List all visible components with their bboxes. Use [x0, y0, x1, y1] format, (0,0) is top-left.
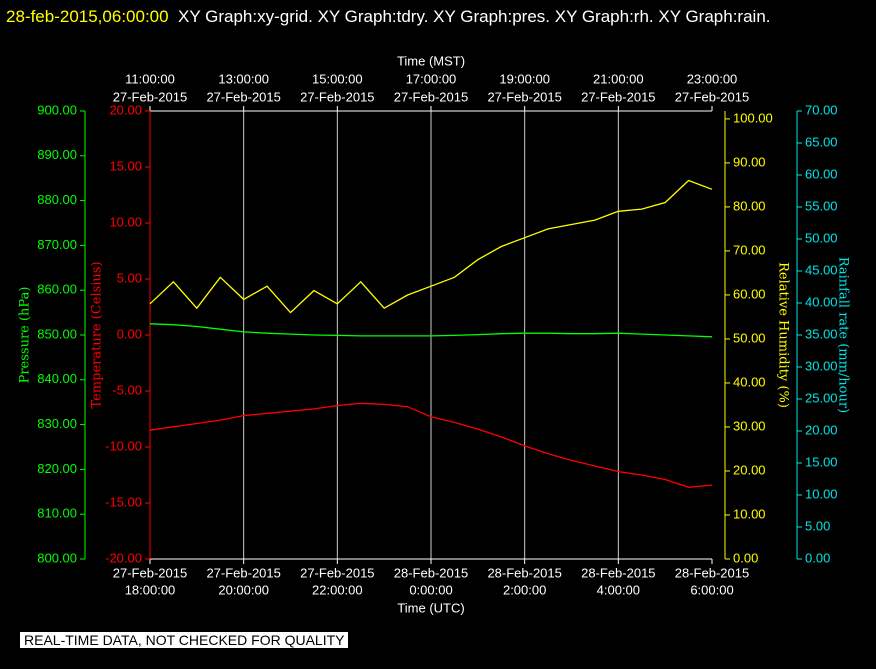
x2-tick-label: 27-Feb-2015 — [394, 89, 468, 104]
x-tick-label: 18:00:00 — [125, 582, 176, 597]
header: 28-feb-2015,06:00:00 XY Graph:xy-grid. X… — [6, 2, 866, 31]
y-tick-label: 20.00 — [733, 462, 766, 477]
x2-tick-label: 13:00:00 — [218, 71, 269, 86]
y-tick-label: 10.00 — [109, 214, 142, 229]
y-tick-label: 850.00 — [37, 326, 77, 341]
x-tick-label: 22:00:00 — [312, 582, 363, 597]
x-tick-label: 28-Feb-2015 — [675, 565, 749, 580]
y-tick-label: 60.00 — [733, 286, 766, 301]
y-tick-label: 5.00 — [805, 518, 830, 533]
chart-subtitle: XY Graph:xy-grid. XY Graph:tdry. XY Grap… — [178, 7, 771, 26]
x-axis-title: Time (UTC) — [397, 600, 464, 615]
y-tick-label: 80.00 — [733, 198, 766, 213]
x2-tick-label: 27-Feb-2015 — [300, 89, 374, 104]
y-tick-label: -20.00 — [105, 550, 142, 565]
y-tick-label: -5.00 — [112, 382, 142, 397]
y-tick-label: 30.00 — [805, 358, 838, 373]
y-tick-label: 65.00 — [805, 134, 838, 149]
y-tick-label: 0.00 — [117, 326, 142, 341]
y-tick-label: 70.00 — [805, 102, 838, 117]
x2-tick-label: 27-Feb-2015 — [113, 89, 187, 104]
x2-tick-label: 15:00:00 — [312, 71, 363, 86]
x-tick-label: 27-Feb-2015 — [113, 565, 187, 580]
y-tick-label: 55.00 — [805, 198, 838, 213]
x2-tick-label: 11:00:00 — [125, 71, 175, 86]
x-tick-label: 28-Feb-2015 — [487, 565, 561, 580]
y-tick-label: 70.00 — [733, 242, 766, 257]
y-axis-title: Temperature (Celsius) — [90, 261, 105, 408]
series-line — [149, 402, 713, 488]
x2-tick-label: 27-Feb-2015 — [675, 89, 749, 104]
x-tick-label: 6:00:00 — [690, 582, 733, 597]
y-tick-label: 50.00 — [805, 230, 838, 245]
x2-tick-label: 21:00:00 — [593, 71, 644, 86]
x2-axis-title: Time (MST) — [397, 53, 465, 68]
y-axis-title: Pressure (hPa) — [18, 287, 33, 384]
y-axis-title: Relative Humidity (%) — [776, 262, 791, 408]
series-line — [149, 179, 713, 314]
x-tick-label: 27-Feb-2015 — [206, 565, 280, 580]
y-tick-label: 45.00 — [805, 262, 838, 277]
y-tick-label: 830.00 — [37, 416, 77, 431]
y-tick-label: 30.00 — [733, 418, 766, 433]
y-tick-label: 100.00 — [733, 110, 773, 125]
y-axis-title: Rainfall rate (mm/hour) — [836, 257, 851, 413]
x-tick-label: 2:00:00 — [503, 582, 546, 597]
y-tick-label: 810.00 — [37, 506, 77, 521]
y-tick-label: 10.00 — [733, 506, 766, 521]
y-tick-label: -15.00 — [105, 494, 142, 509]
x2-tick-label: 27-Feb-2015 — [581, 89, 655, 104]
y-tick-label: 15.00 — [109, 158, 142, 173]
x2-tick-label: 17:00:00 — [406, 71, 457, 86]
y-tick-label: 90.00 — [733, 154, 766, 169]
y-tick-label: 10.00 — [805, 486, 838, 501]
y-tick-label: 40.00 — [733, 374, 766, 389]
x2-tick-label: 19:00:00 — [499, 71, 550, 86]
y-tick-label: 890.00 — [37, 147, 77, 162]
y-tick-label: 900.00 — [37, 102, 77, 117]
y-tick-label: 20.00 — [805, 422, 838, 437]
y-tick-label: 25.00 — [805, 390, 838, 405]
x2-tick-label: 23:00:00 — [687, 71, 738, 86]
y-tick-label: 840.00 — [37, 371, 77, 386]
x-tick-label: 28-Feb-2015 — [581, 565, 655, 580]
y-tick-label: 880.00 — [37, 192, 77, 207]
x2-tick-label: 27-Feb-2015 — [206, 89, 280, 104]
y-tick-label: 35.00 — [805, 326, 838, 341]
footer-note: REAL-TIME DATA, NOT CHECKED FOR QUALITY — [20, 632, 349, 648]
y-tick-label: 50.00 — [733, 330, 766, 345]
y-tick-label: 15.00 — [805, 454, 838, 469]
chart-title: 28-feb-2015,06:00:00 — [6, 7, 169, 26]
x-tick-label: 27-Feb-2015 — [300, 565, 374, 580]
series-line — [149, 323, 713, 338]
y-tick-label: 60.00 — [805, 166, 838, 181]
y-tick-label: -10.00 — [105, 438, 142, 453]
y-tick-label: 0.00 — [805, 550, 830, 565]
y-tick-label: 870.00 — [37, 237, 77, 252]
y-tick-label: 800.00 — [37, 550, 77, 565]
x2-tick-label: 27-Feb-2015 — [487, 89, 561, 104]
y-tick-label: 860.00 — [37, 282, 77, 297]
y-tick-label: 0.00 — [733, 550, 758, 565]
y-tick-label: 40.00 — [805, 294, 838, 309]
y-tick-label: 820.00 — [37, 461, 77, 476]
x-tick-label: 0:00:00 — [409, 582, 452, 597]
y-tick-label: 5.00 — [117, 270, 142, 285]
x-tick-label: 20:00:00 — [218, 582, 269, 597]
x-tick-label: 4:00:00 — [597, 582, 640, 597]
y-tick-label: 20.00 — [109, 102, 142, 117]
x-tick-label: 28-Feb-2015 — [394, 565, 468, 580]
